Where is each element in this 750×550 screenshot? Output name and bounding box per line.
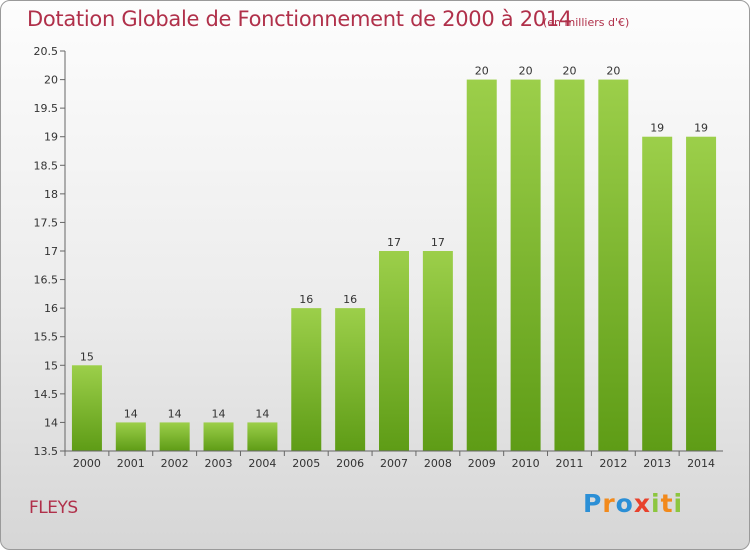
bar-2002 [159, 422, 190, 451]
data-label: 19 [650, 122, 664, 135]
y-tick-label: 20.5 [34, 45, 59, 58]
x-tick-label: 2008 [424, 457, 452, 470]
x-tick-label: 2011 [555, 457, 583, 470]
unit-note: (en milliers d'€) [543, 16, 630, 29]
data-label: 14 [255, 407, 269, 420]
data-label: 19 [694, 122, 708, 135]
bar-2005 [291, 308, 322, 451]
x-tick-label: 2013 [643, 457, 671, 470]
x-tick-label: 2001 [117, 457, 145, 470]
data-label: 14 [124, 407, 138, 420]
x-tick-label: 2006 [336, 457, 364, 470]
x-tick-label: 2002 [161, 457, 189, 470]
logo-letter: t [660, 489, 674, 518]
y-tick-label: 19 [44, 131, 58, 144]
data-label: 20 [606, 65, 620, 78]
data-label: 14 [212, 407, 226, 420]
logo-letter: x [633, 489, 651, 518]
logo-letter: P [583, 489, 603, 518]
bar-2010 [510, 79, 541, 452]
y-tick-label: 18.5 [34, 159, 59, 172]
x-axis: 2000 2001 2002 2003 2004 2005 2006 2007 2008 2009… [64, 450, 723, 470]
x-tick-label: 2014 [687, 457, 715, 470]
data-label: 20 [475, 65, 489, 78]
x-tick-label: 2005 [292, 457, 320, 470]
y-tick-label: 15.5 [34, 331, 59, 344]
bar-2011 [554, 79, 585, 452]
logo-letter: r [602, 489, 616, 518]
logo-letter: i [673, 489, 684, 518]
x-tick-label: 2004 [248, 457, 276, 470]
data-label: 17 [431, 236, 445, 249]
y-tick-label: 19.5 [34, 102, 59, 115]
bar-2004 [247, 422, 278, 451]
bar-2012 [598, 79, 629, 452]
x-tick-label: 2007 [380, 457, 408, 470]
bars: 15 14 14 14 14 16 16 17 17 20 20 20 20 19 19 [71, 65, 717, 452]
x-tick-label: 2012 [599, 457, 627, 470]
bar-2013 [642, 136, 673, 451]
data-label: 16 [299, 293, 313, 306]
data-label: 16 [343, 293, 357, 306]
y-tick-label: 15 [44, 359, 58, 372]
place-name: FLEYS [29, 498, 78, 518]
data-label: 20 [562, 65, 576, 78]
bar-2003 [203, 422, 234, 451]
y-axis: 13.5 14 14.5 15 15.5 16 16.5 17 17.5 18 18.5 19 19.5… [34, 45, 66, 458]
data-label: 15 [80, 350, 94, 363]
bar-2000 [71, 365, 102, 451]
data-label: 14 [168, 407, 182, 420]
x-tick-label: 2000 [73, 457, 101, 470]
data-label: 20 [519, 65, 533, 78]
x-tick-label: 2009 [468, 457, 496, 470]
y-tick-label: 17 [44, 245, 58, 258]
x-tick-label: 2010 [512, 457, 540, 470]
bar-2014 [686, 136, 717, 451]
bar-2001 [115, 422, 146, 451]
bar-2007 [379, 251, 409, 451]
x-tick-label: 2003 [205, 457, 233, 470]
bar-2009 [466, 79, 497, 452]
bar-2008 [422, 251, 453, 451]
y-tick-label: 14 [44, 416, 58, 429]
bar-2006 [335, 308, 366, 451]
logo-letter: i [651, 489, 661, 518]
proxiti-logo[interactable]: Proxiti [583, 489, 683, 518]
data-label: 17 [387, 236, 401, 249]
y-tick-label: 14.5 [34, 388, 59, 401]
y-tick-label: 20 [44, 74, 58, 87]
chart-title: Dotation Globale de Fonctionnement de 20… [27, 7, 572, 31]
y-tick-label: 13.5 [34, 445, 59, 458]
y-tick-label: 16 [44, 302, 58, 315]
y-tick-label: 18 [44, 188, 58, 201]
y-tick-label: 17.5 [34, 216, 59, 229]
logo-letter: o [615, 489, 634, 518]
y-tick-label: 16.5 [34, 274, 59, 287]
